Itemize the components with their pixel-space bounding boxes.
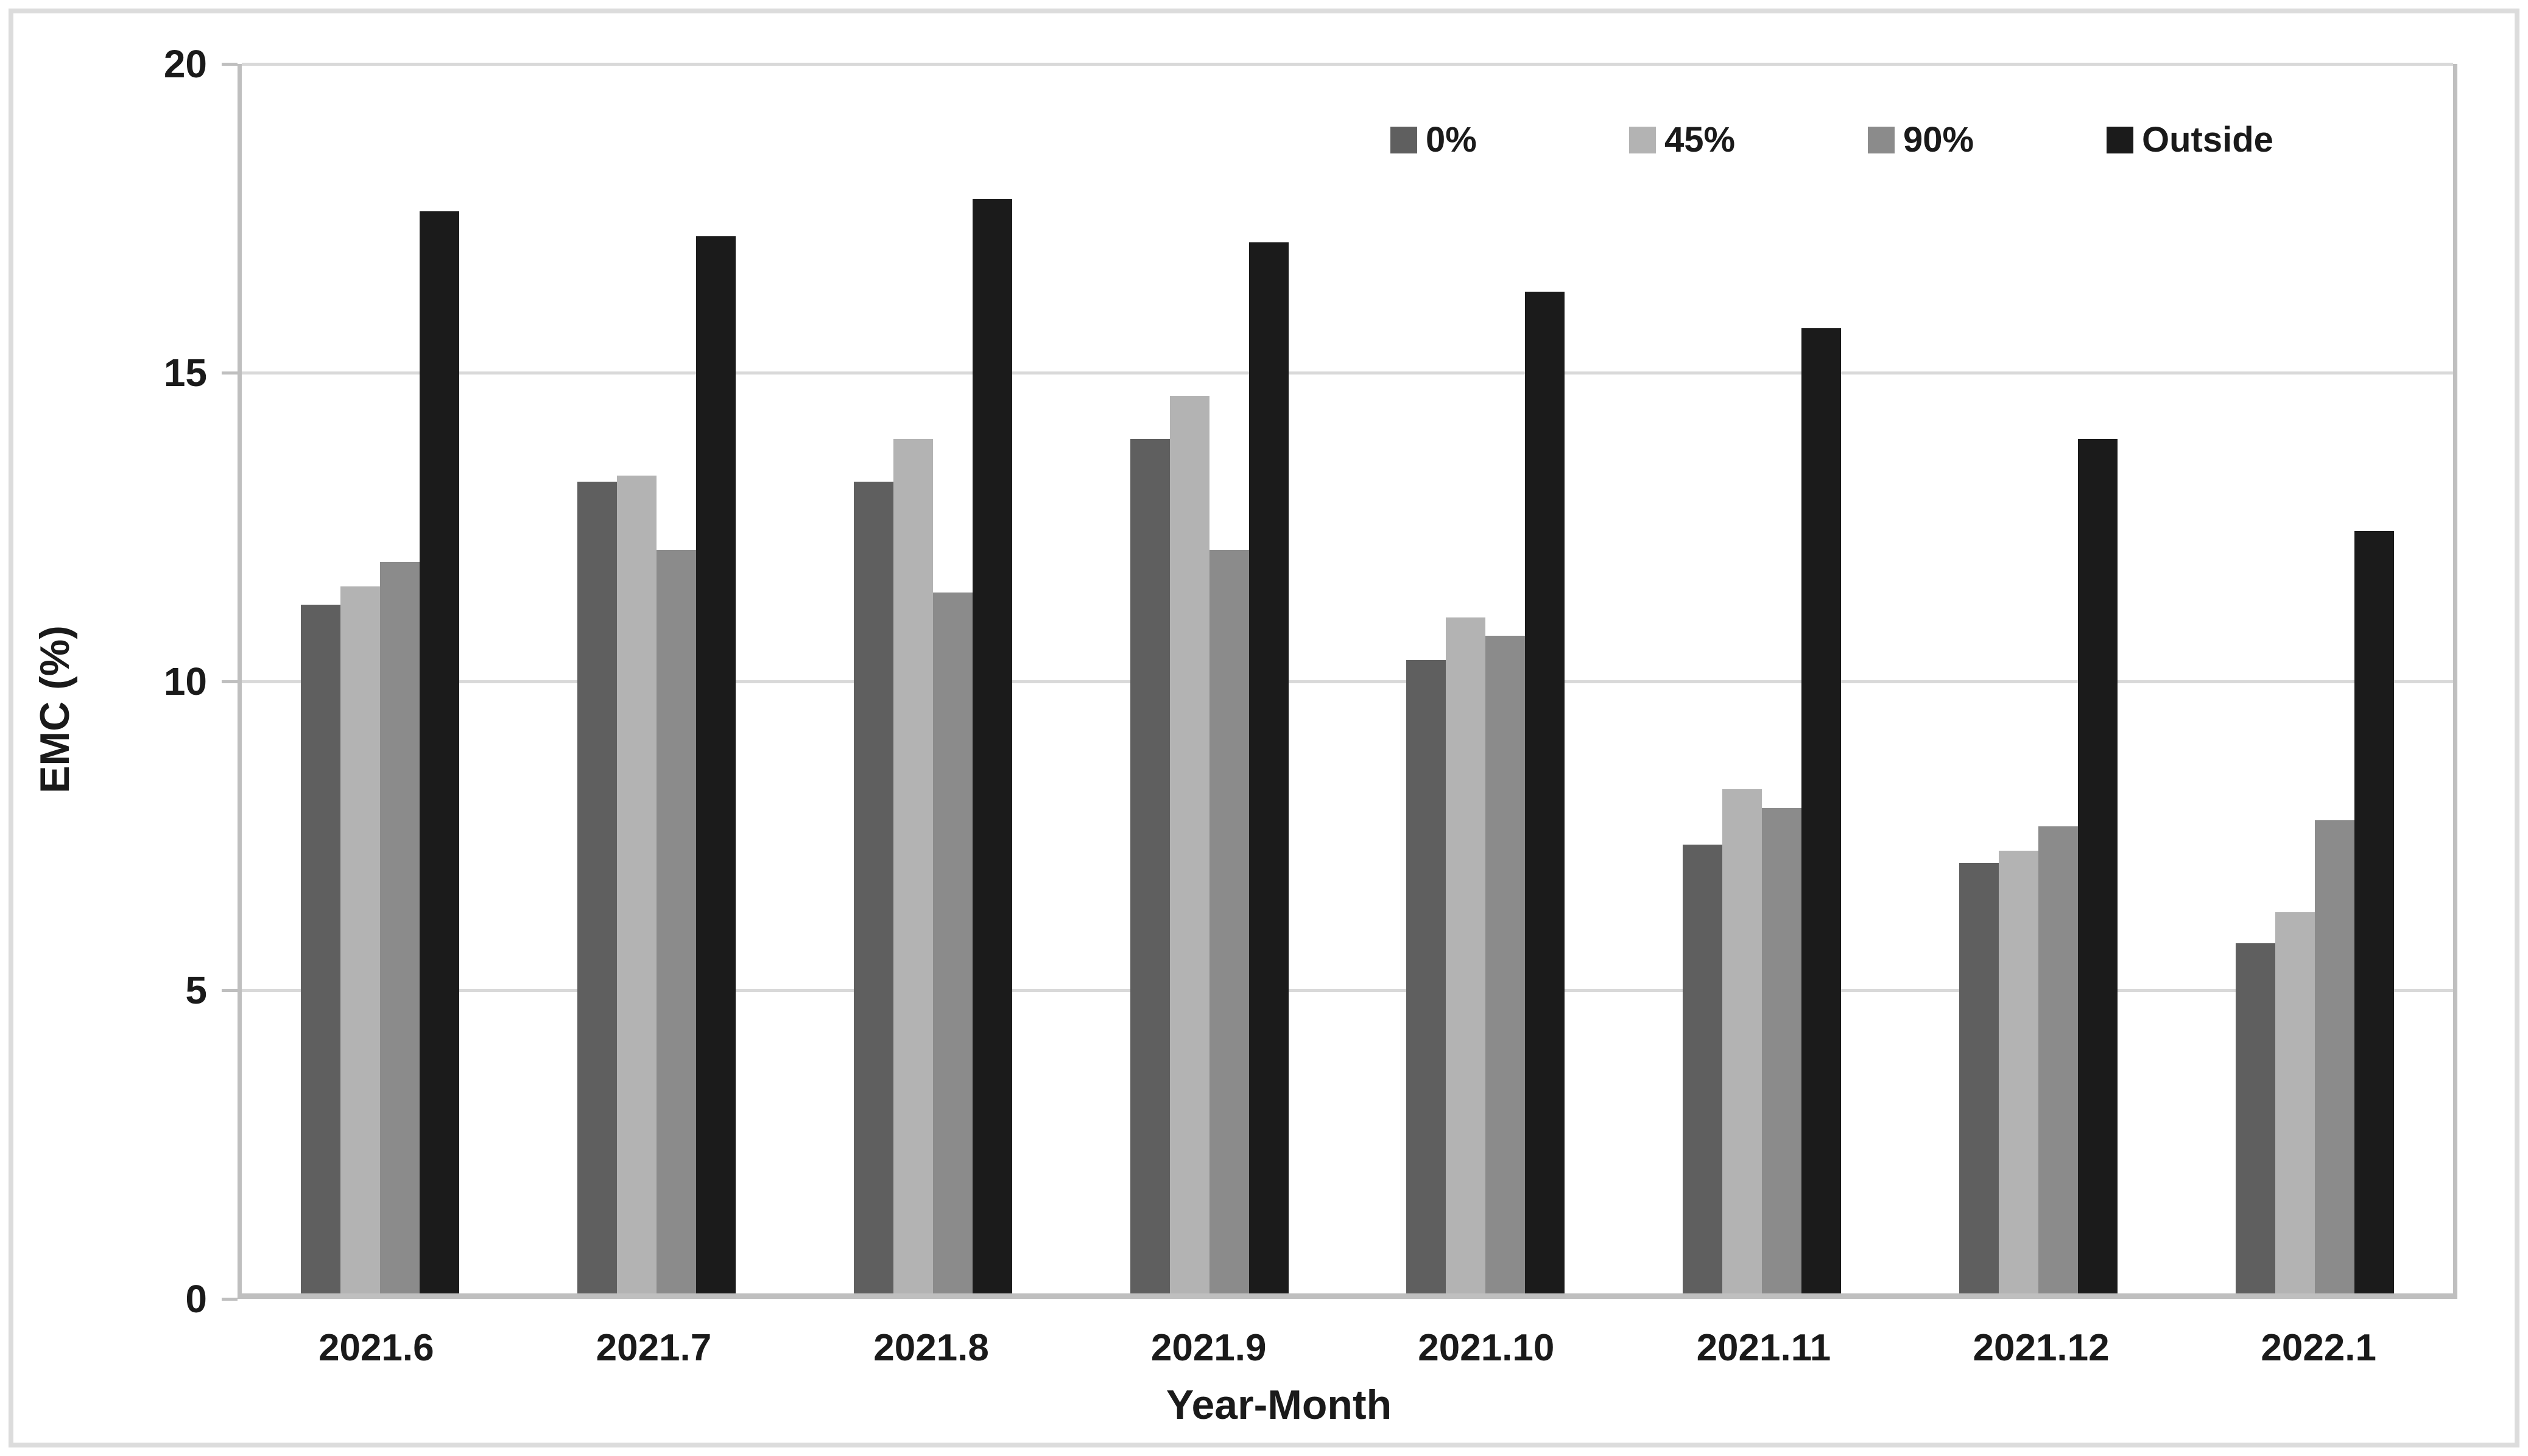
legend: 0% 45% 90% Outside xyxy=(0,121,2528,160)
bar-group-2021.12 xyxy=(1900,64,2177,1293)
bar-group-2021.10 xyxy=(1348,64,1624,1293)
bar-group-2021.7 xyxy=(518,64,795,1293)
legend-item-45%: 45% xyxy=(1629,121,1735,160)
legend-swatch-icon xyxy=(1868,127,1895,153)
legend-label: 45% xyxy=(1664,120,1736,160)
y-tick-mark-5 xyxy=(222,989,238,992)
bar-45%-2021.11 xyxy=(1722,789,1762,1293)
x-tick-label-2021.7: 2021.7 xyxy=(596,1327,712,1369)
y-tick-mark-10 xyxy=(222,680,238,683)
x-tick-label-2021.8: 2021.8 xyxy=(873,1327,989,1369)
y-tick-mark-0 xyxy=(222,1298,238,1301)
legend-swatch-icon xyxy=(1629,127,1656,153)
bar-group-2021.8 xyxy=(795,64,1071,1293)
bar-90%-2021.11 xyxy=(1762,807,1802,1293)
y-tick-label-20: 20 xyxy=(163,42,207,86)
bar-45%-2021.7 xyxy=(616,476,657,1293)
gridline-y-5 xyxy=(242,989,2453,992)
x-tick-label-2022.1: 2022.1 xyxy=(2261,1327,2376,1369)
bar-Outside-2021.9 xyxy=(1248,242,1289,1293)
x-tick-label-2021.10: 2021.10 xyxy=(1418,1327,1555,1369)
bar-45%-2021.12 xyxy=(1999,851,2039,1293)
bar-0%-2021.9 xyxy=(1130,438,1170,1293)
x-tick-label-2021.12: 2021.12 xyxy=(1973,1327,2110,1369)
bar-Outside-2021.11 xyxy=(1801,328,1842,1293)
legend-item-Outside: Outside xyxy=(2107,121,2273,160)
bar-0%-2021.8 xyxy=(853,482,893,1293)
bar-group-2021.11 xyxy=(1624,64,1900,1293)
gridline-y-15 xyxy=(242,371,2453,375)
bar-Outside-2021.6 xyxy=(419,211,459,1293)
legend-swatch-icon xyxy=(2107,127,2133,153)
bar-45%-2022.1 xyxy=(2275,912,2315,1293)
legend-label: 90% xyxy=(1903,120,1974,160)
bar-Outside-2021.10 xyxy=(1525,291,1565,1293)
bar-45%-2021.6 xyxy=(340,586,380,1293)
bar-90%-2021.9 xyxy=(1209,549,1249,1293)
x-tick-label-2021.11: 2021.11 xyxy=(1696,1327,1831,1369)
bar-45%-2021.10 xyxy=(1446,617,1486,1293)
x-tick-label-2021.6: 2021.6 xyxy=(318,1327,434,1369)
x-axis-title: Year-Month xyxy=(1166,1382,1392,1428)
legend-item-0%: 0% xyxy=(1390,121,1477,160)
y-axis-title: EMC (%) xyxy=(32,625,78,793)
y-tick-label-10: 10 xyxy=(163,659,207,703)
bar-0%-2021.12 xyxy=(1959,863,1999,1293)
bar-Outside-2021.8 xyxy=(972,199,1012,1293)
legend-swatch-icon xyxy=(1390,127,1417,153)
bar-0%-2021.6 xyxy=(300,605,340,1293)
legend-item-90%: 90% xyxy=(1868,121,1974,160)
legend-label: Outside xyxy=(2142,120,2273,160)
bar-0%-2021.10 xyxy=(1406,660,1446,1293)
legend-label: 0% xyxy=(1426,120,1477,160)
bar-group-2022.1 xyxy=(2177,64,2453,1293)
bar-Outside-2021.7 xyxy=(695,236,736,1293)
gridline-y-10 xyxy=(242,680,2453,683)
bar-0%-2022.1 xyxy=(2236,943,2276,1293)
y-tick-label-0: 0 xyxy=(185,1277,207,1321)
y-tick-label-5: 5 xyxy=(185,968,207,1012)
plot-area xyxy=(238,63,2457,1299)
y-tick-mark-20 xyxy=(222,63,238,66)
bar-90%-2021.7 xyxy=(656,549,696,1293)
bar-0%-2021.11 xyxy=(1683,845,1723,1293)
bar-45%-2021.8 xyxy=(893,438,933,1293)
x-tick-label-2021.9: 2021.9 xyxy=(1150,1327,1267,1369)
gridline-y-20 xyxy=(242,63,2453,66)
bar-45%-2021.9 xyxy=(1169,396,1209,1293)
bar-Outside-2022.1 xyxy=(2354,531,2395,1293)
y-tick-label-15: 15 xyxy=(163,351,207,395)
bar-90%-2022.1 xyxy=(2315,820,2355,1293)
bar-group-2021.9 xyxy=(1071,64,1348,1293)
y-tick-mark-15 xyxy=(222,371,238,375)
bar-90%-2021.6 xyxy=(379,561,420,1293)
bar-Outside-2021.12 xyxy=(2078,438,2118,1293)
bar-90%-2021.8 xyxy=(932,593,973,1293)
bar-90%-2021.12 xyxy=(2038,826,2079,1293)
bar-group-2021.6 xyxy=(242,64,518,1293)
bar-90%-2021.10 xyxy=(1485,635,1526,1293)
bar-0%-2021.7 xyxy=(577,482,617,1293)
